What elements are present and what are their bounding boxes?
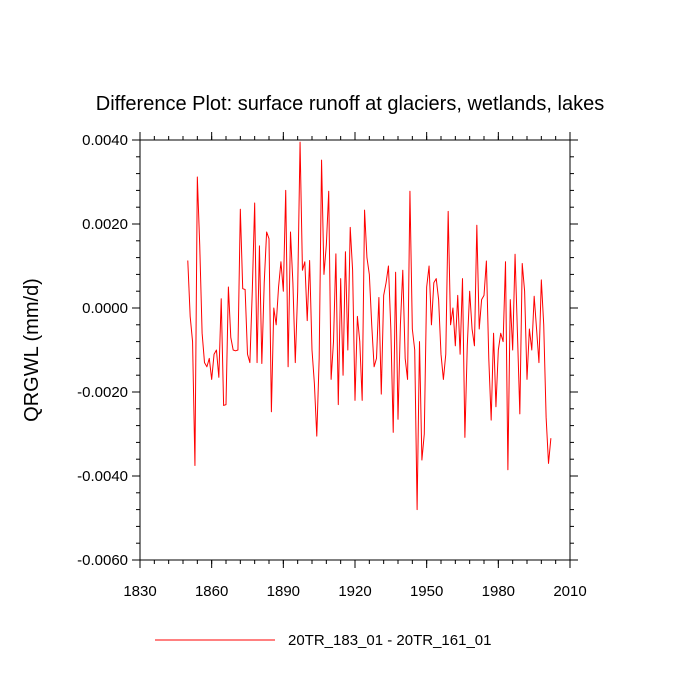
y-tick-label: 0.0020 (82, 216, 128, 233)
x-tick-labels: 1830 1860 1890 1920 1950 1980 2010 (123, 583, 586, 600)
series-group (187, 141, 552, 511)
y-tick-label: -0.0040 (77, 468, 128, 485)
x-tick-label: 1920 (338, 583, 371, 600)
y-axis-label: QRGWL (mm/d) (21, 278, 43, 422)
x-tick-label: 1830 (123, 583, 156, 600)
legend-label: 20TR_183_01 - 20TR_161_01 (288, 632, 491, 649)
plot-frame (139, 139, 571, 561)
chart-title: Difference Plot: surface runoff at glaci… (96, 93, 604, 115)
y-tick-label: -0.0060 (77, 552, 128, 569)
x-tick-label: 1980 (482, 583, 515, 600)
x-tick-label: 2010 (553, 583, 586, 600)
x-ticks (139, 132, 571, 568)
y-ticks (132, 139, 578, 561)
y-tick-label: 0.0040 (82, 132, 128, 149)
legend: 20TR_183_01 - 20TR_161_01 (155, 632, 491, 649)
y-tick-label: 0.0000 (82, 300, 128, 317)
y-tick-label: -0.0020 (77, 384, 128, 401)
x-tick-label: 1950 (410, 583, 443, 600)
x-tick-label: 1860 (195, 583, 228, 600)
x-tick-label: 1890 (267, 583, 300, 600)
series-line (187, 141, 552, 511)
y-tick-labels: -0.0060 -0.0040 -0.0020 0.0000 0.0020 0.0040 (77, 132, 128, 569)
